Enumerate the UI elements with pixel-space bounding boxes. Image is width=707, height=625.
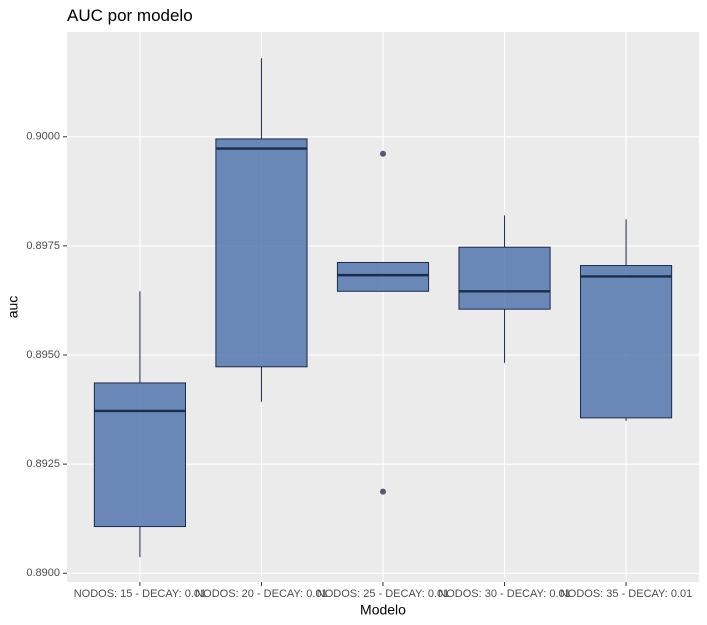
x-tick-label: NODOS: 35 - DECAY: 0.01 xyxy=(560,588,692,600)
x-tick-label: NODOS: 30 - DECAY: 0.01 xyxy=(438,588,570,600)
y-tick-label: 0.8950 xyxy=(26,349,60,361)
x-tick-label: NODOS: 15 - DECAY: 0.01 xyxy=(74,588,206,600)
y-tick-label: 0.8900 xyxy=(26,567,60,579)
outlier xyxy=(380,150,386,157)
box xyxy=(215,138,308,368)
box xyxy=(336,261,430,292)
outlier xyxy=(380,488,386,495)
y-tick-label: 0.8925 xyxy=(26,458,60,470)
y-tick-label: 0.9000 xyxy=(26,131,60,143)
box xyxy=(458,246,551,310)
box xyxy=(580,265,673,419)
y-tick-label: 0.8975 xyxy=(26,240,60,252)
x-tick-label: NODOS: 20 - DECAY: 0.01 xyxy=(195,588,327,600)
x-tick-label: NODOS: 25 - DECAY: 0.01 xyxy=(317,588,449,600)
y-axis-title: auc xyxy=(5,296,21,319)
chart-title: AUC por modelo xyxy=(67,6,193,25)
box xyxy=(93,382,186,528)
x-axis-title: Modelo xyxy=(360,602,406,618)
